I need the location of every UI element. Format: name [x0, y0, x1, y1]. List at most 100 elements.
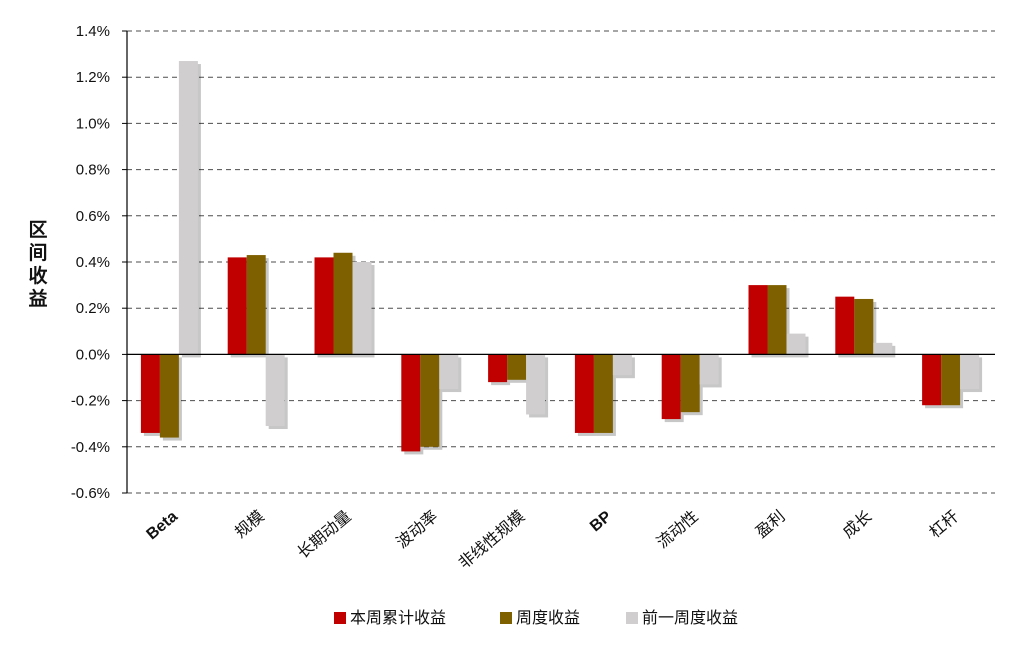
bar-1-盈利 [748, 285, 768, 355]
bar [352, 262, 375, 358]
bar-2-Beta [159, 354, 179, 438]
bar-2-杠杆 [941, 354, 961, 406]
bar-3-盈利 [786, 333, 806, 355]
bar-1-成长 [835, 296, 855, 355]
bar-1-非线性规模 [488, 354, 508, 383]
x-category-label: Beta [143, 508, 181, 543]
x-category-labels: Beta 规模 长期动量 波动率 非线性规模 BP 流动性 盈利 成长 杠杆 [143, 507, 962, 573]
legend-label: 本周累计收益 [350, 608, 446, 627]
axes [122, 30, 995, 494]
legend-item: 本周累计收益 [334, 608, 446, 627]
bar-1-Beta [140, 354, 160, 433]
y-tick-labels: 1.4% 1.2% 1.0% 0.8% 0.6% 0.4% 0.2% 0.0% -0.2% -0.… [71, 23, 110, 502]
bar [767, 285, 790, 358]
bar [699, 354, 722, 388]
bar-2-BP [593, 354, 613, 433]
bar-3-BP [612, 354, 632, 376]
x-category-label: 长期动量 [293, 507, 354, 563]
bar-1-波动率 [401, 354, 421, 452]
bar [439, 354, 462, 393]
legend-item: 前一周度收益 [626, 608, 738, 627]
bar [178, 61, 201, 358]
bar [526, 354, 549, 418]
bar-1-规模 [227, 257, 247, 355]
bar-3-Beta [178, 61, 198, 355]
bar-1-长期动量 [314, 257, 334, 355]
bar [786, 333, 809, 358]
bar [488, 354, 511, 386]
x-category-label: 流动性 [653, 507, 702, 552]
legend-swatch [334, 612, 346, 624]
bar [574, 354, 597, 436]
legend-label: 前一周度收益 [642, 608, 738, 627]
bar [612, 354, 635, 379]
y-axis-label-char: 区 [28, 219, 47, 241]
bar-2-非线性规模 [507, 354, 527, 380]
grid-lines [127, 30, 995, 494]
bar-1-BP [574, 354, 594, 433]
bar [680, 354, 703, 416]
legend-swatch [500, 612, 512, 624]
bar [873, 342, 896, 358]
bar [593, 354, 616, 436]
bar-3-规模 [265, 354, 285, 427]
bar-3-成长 [873, 342, 893, 355]
y-tick-label: 1.0% [76, 115, 110, 132]
x-category-label: 波动率 [392, 507, 441, 552]
bar [835, 296, 858, 358]
legend-swatch [626, 612, 638, 624]
y-axis-label-char: 收 [28, 264, 47, 287]
y-tick-label: 0.4% [76, 254, 110, 271]
bar [661, 354, 684, 423]
bar [159, 354, 182, 441]
y-tick-label: -0.6% [71, 485, 110, 502]
bar [941, 354, 964, 409]
x-category-label: BP [587, 508, 615, 536]
x-category-label: 成长 [839, 507, 876, 542]
bar [246, 255, 269, 358]
bar-2-盈利 [767, 285, 787, 355]
y-tick-label: -0.2% [71, 393, 110, 410]
bar [960, 354, 983, 393]
y-tick-label: 0.6% [76, 208, 110, 225]
y-tick-label: 0.8% [76, 162, 110, 179]
bar-3-波动率 [439, 354, 459, 390]
bar-3-杠杆 [960, 354, 980, 390]
bar [420, 354, 443, 450]
y-axis-label-char: 间 [28, 242, 47, 264]
bar-2-波动率 [420, 354, 440, 447]
x-category-label: 非线性规模 [455, 507, 529, 573]
y-tick-label: 0.2% [76, 300, 110, 317]
legend: 本周累计收益 周度收益 前一周度收益 [334, 608, 738, 627]
x-category-label: 盈利 [752, 507, 789, 542]
x-category-label: 杠杆 [925, 507, 962, 542]
bars [140, 61, 983, 455]
bar-2-长期动量 [333, 252, 353, 355]
y-tick-label: 0.0% [76, 346, 110, 363]
bar [265, 354, 288, 430]
bar-2-规模 [246, 255, 266, 355]
bar-2-流动性 [680, 354, 700, 413]
bar [922, 354, 945, 409]
legend-label: 周度收益 [516, 608, 580, 627]
y-tick-label: 1.4% [76, 23, 110, 40]
bar-3-流动性 [699, 354, 719, 385]
y-axis-label-char: 益 [28, 287, 47, 310]
bar-1-流动性 [661, 354, 681, 420]
bar-2-成长 [854, 298, 874, 355]
bar [854, 298, 877, 358]
bar-3-非线性规模 [526, 354, 546, 415]
bar [227, 257, 250, 358]
bar [748, 285, 771, 358]
y-tick-label: 1.2% [76, 69, 110, 86]
bar [333, 252, 356, 358]
bar [314, 257, 337, 358]
bar [401, 354, 424, 455]
bar [140, 354, 163, 436]
bar [507, 354, 530, 383]
x-category-label: 规模 [231, 507, 268, 542]
bar-3-长期动量 [352, 262, 372, 355]
bar-1-杠杆 [922, 354, 942, 406]
